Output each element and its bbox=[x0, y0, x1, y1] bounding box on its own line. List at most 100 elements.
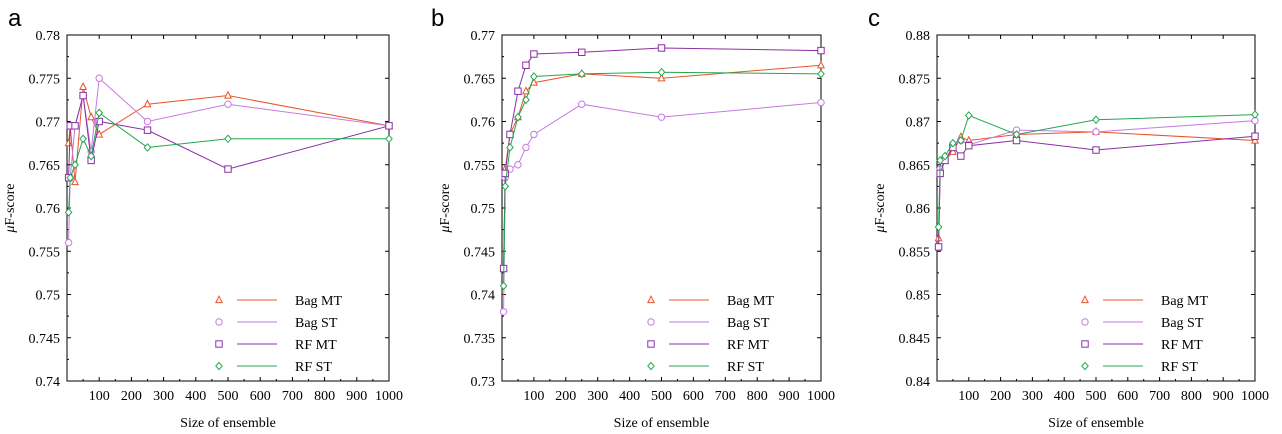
data-point bbox=[530, 130, 538, 139]
legend-marker bbox=[1081, 361, 1089, 371]
series-bag-mt bbox=[934, 126, 1260, 242]
data-point bbox=[948, 146, 957, 155]
legend-label: RF ST bbox=[727, 360, 764, 375]
legend-label: RF ST bbox=[295, 360, 332, 375]
data-point bbox=[956, 136, 965, 145]
y-tick-label: 0.76 bbox=[471, 116, 496, 131]
data-point bbox=[71, 122, 79, 130]
y-tick-label: 0.87 bbox=[906, 116, 931, 131]
y-axis-title: μF-score bbox=[873, 183, 888, 233]
y-tick-label: 0.765 bbox=[29, 159, 61, 174]
x-tick-label: 600 bbox=[683, 389, 704, 404]
x-tick-label: 800 bbox=[747, 389, 768, 404]
data-point bbox=[964, 111, 973, 120]
data-point bbox=[1092, 128, 1100, 136]
y-tick-label: 0.86 bbox=[906, 202, 931, 217]
legend-item: Bag MT bbox=[646, 294, 775, 309]
data-point bbox=[578, 100, 586, 108]
x-tick-label: 200 bbox=[990, 389, 1011, 404]
data-point bbox=[499, 308, 508, 316]
y-tick-label: 0.775 bbox=[29, 72, 61, 87]
y-tick-label: 0.77 bbox=[36, 116, 61, 131]
x-tick-label: 500 bbox=[1086, 389, 1107, 404]
x-tick-label: 700 bbox=[1149, 389, 1170, 404]
y-tick-label: 0.765 bbox=[464, 72, 496, 87]
legend-marker bbox=[215, 340, 223, 348]
data-point bbox=[224, 134, 232, 144]
x-tick-label: 1000 bbox=[807, 389, 835, 404]
x-tick-label: 900 bbox=[346, 389, 367, 404]
y-tick-label: 0.78 bbox=[36, 29, 61, 44]
y-tick-label: 0.84 bbox=[906, 375, 931, 390]
data-point bbox=[657, 113, 666, 121]
series-line bbox=[503, 71, 822, 286]
panel-letter: b bbox=[431, 5, 444, 32]
data-point bbox=[499, 281, 508, 291]
y-tick-label: 0.735 bbox=[464, 332, 496, 347]
data-point bbox=[816, 60, 826, 69]
data-point bbox=[501, 182, 510, 191]
legend-marker bbox=[1081, 318, 1089, 326]
data-point bbox=[143, 117, 152, 126]
legend-label: Bag MT bbox=[1161, 294, 1209, 309]
x-tick-label: 100 bbox=[958, 389, 979, 404]
data-point bbox=[657, 44, 666, 52]
data-point bbox=[1012, 130, 1021, 139]
data-point bbox=[1251, 110, 1259, 119]
data-point bbox=[1092, 115, 1100, 125]
data-point bbox=[965, 142, 973, 150]
x-tick-label: 600 bbox=[1117, 389, 1138, 404]
data-point bbox=[817, 98, 825, 107]
legend-item: Bag MT bbox=[1080, 294, 1209, 309]
legend-marker bbox=[647, 361, 655, 371]
y-tick-label: 0.755 bbox=[29, 245, 61, 260]
data-point bbox=[87, 151, 96, 161]
data-point bbox=[530, 50, 538, 58]
data-point bbox=[1092, 146, 1100, 154]
legend-item: RF ST bbox=[1081, 360, 1198, 375]
x-tick-label: 800 bbox=[314, 389, 335, 404]
legend-item: RF ST bbox=[215, 360, 332, 375]
y-tick-label: 0.845 bbox=[899, 332, 931, 347]
data-point bbox=[522, 95, 530, 105]
legend-item: RF MT bbox=[647, 338, 769, 353]
series-bag-st bbox=[499, 98, 825, 316]
data-point bbox=[514, 112, 522, 122]
legend-marker bbox=[215, 361, 223, 371]
y-tick-label: 0.76 bbox=[36, 202, 61, 217]
data-point bbox=[66, 173, 75, 183]
x-tick-label: 400 bbox=[185, 389, 206, 404]
data-point bbox=[95, 117, 103, 126]
y-tick-label: 0.77 bbox=[471, 29, 496, 44]
series-bag-mt bbox=[499, 60, 826, 272]
data-point bbox=[530, 72, 538, 81]
data-point bbox=[95, 108, 104, 118]
data-point bbox=[941, 151, 949, 161]
data-point bbox=[949, 138, 957, 148]
series-line bbox=[68, 111, 389, 213]
y-tick-label: 0.88 bbox=[906, 29, 931, 44]
y-tick-label: 0.74 bbox=[36, 375, 61, 390]
legend-label: Bag ST bbox=[727, 316, 770, 331]
legend: Bag MT Bag ST RF MT RF ST bbox=[646, 294, 775, 375]
y-axis-title: μF-score bbox=[3, 183, 18, 233]
y-tick-label: 0.73 bbox=[471, 375, 496, 390]
x-tick-label: 300 bbox=[1022, 389, 1043, 404]
data-point bbox=[64, 207, 73, 217]
data-point bbox=[817, 69, 825, 79]
data-point bbox=[577, 69, 586, 79]
series-rf-mt bbox=[934, 132, 1259, 251]
x-tick-label: 100 bbox=[523, 389, 544, 404]
data-point bbox=[64, 138, 73, 147]
x-tick-label: 800 bbox=[1181, 389, 1202, 404]
y-tick-label: 0.85 bbox=[906, 289, 931, 304]
data-point bbox=[224, 100, 232, 108]
data-point bbox=[1251, 132, 1259, 140]
data-point bbox=[934, 222, 943, 232]
y-tick-label: 0.74 bbox=[471, 289, 496, 304]
legend-item: RF MT bbox=[215, 338, 337, 353]
legend-label: Bag MT bbox=[295, 294, 343, 309]
data-point bbox=[657, 67, 666, 77]
legend-label: RF ST bbox=[1161, 360, 1198, 375]
